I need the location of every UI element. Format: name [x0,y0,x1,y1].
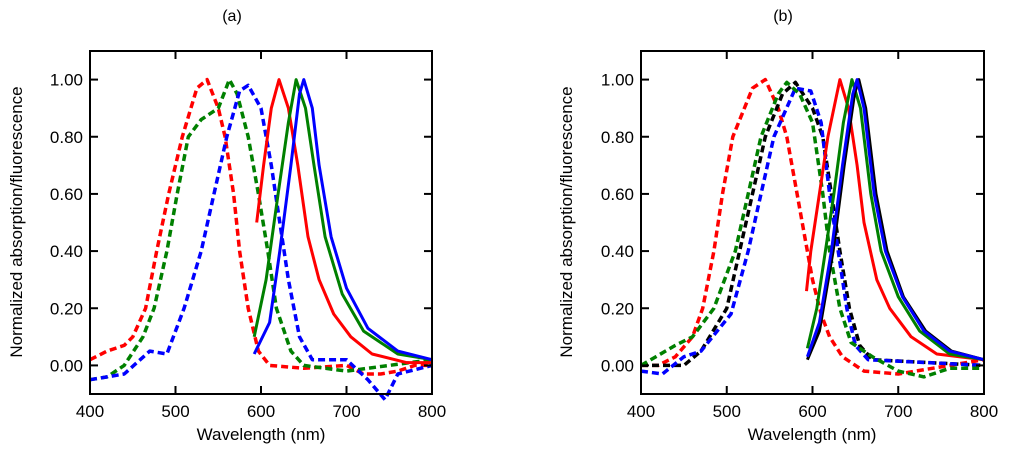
series-green-fluorescence [805,78,985,362]
x-tick-label: 600 [247,402,275,421]
y-tick-label: 0.00 [50,356,83,375]
series-blue-absorption [640,86,985,376]
y-tick-label: 0.00 [601,356,634,375]
y-tick-label: 0.20 [601,299,634,318]
y-tick-label: 0.40 [50,242,83,261]
x-tick-label: 800 [970,402,998,421]
x-axis-label: Wavelength (nm) [748,425,877,444]
y-axis-label: Normalized absorption/fluorescence [7,86,26,357]
x-tick-label: 700 [884,402,912,421]
panel-b: (b) 400 500 600 700 800 0.00 0.20 0.40 0.60 0.80 1… [557,8,998,444]
x-tick-label: 800 [418,402,446,421]
y-axis-label: Normalized absorption/fluorescence [557,86,576,357]
x-tick-label: 500 [161,402,189,421]
x-tick-label: 500 [713,402,741,421]
series-red-absorption [89,77,432,376]
ticks: 400 500 600 700 800 0.00 0.20 0.40 0.60 0.80 1.00 [601,51,998,421]
series-red-fluorescence [805,78,985,362]
curves [89,77,433,402]
y-tick-label: 0.40 [601,242,634,261]
x-tick-label: 600 [798,402,826,421]
series-green-absorption [640,80,984,379]
curves [640,77,985,379]
series-black-absorption [641,80,985,368]
series-green-fluorescence [252,78,433,362]
panel-title: (a) [222,8,242,25]
series-blue-absorption [89,83,433,402]
series-red-absorption [641,77,985,376]
y-tick-label: 0.60 [50,185,83,204]
series-green-absorption [89,77,433,382]
x-tick-label: 700 [332,402,360,421]
x-axis-label: Wavelength (nm) [197,425,326,444]
ticks: 400 500 600 700 800 0.00 0.20 0.40 0.60 0.80 1.00 [50,51,446,421]
y-tick-label: 1.00 [601,71,634,90]
series-red-fluorescence [255,78,432,365]
y-tick-label: 0.80 [50,128,83,147]
x-tick-label: 400 [627,402,655,421]
y-tick-label: 1.00 [50,71,83,90]
series-blue-fluorescence [805,78,985,362]
y-tick-label: 0.60 [601,185,634,204]
panel-a: (a) 400 500 600 700 800 0.00 0.20 0.40 0.60 0.80 1… [7,8,446,444]
x-tick-label: 400 [76,402,104,421]
panel-title: (b) [773,8,793,25]
y-tick-label: 0.80 [601,128,634,147]
series-blue-fluorescence [252,78,433,362]
y-tick-label: 0.20 [50,299,83,318]
